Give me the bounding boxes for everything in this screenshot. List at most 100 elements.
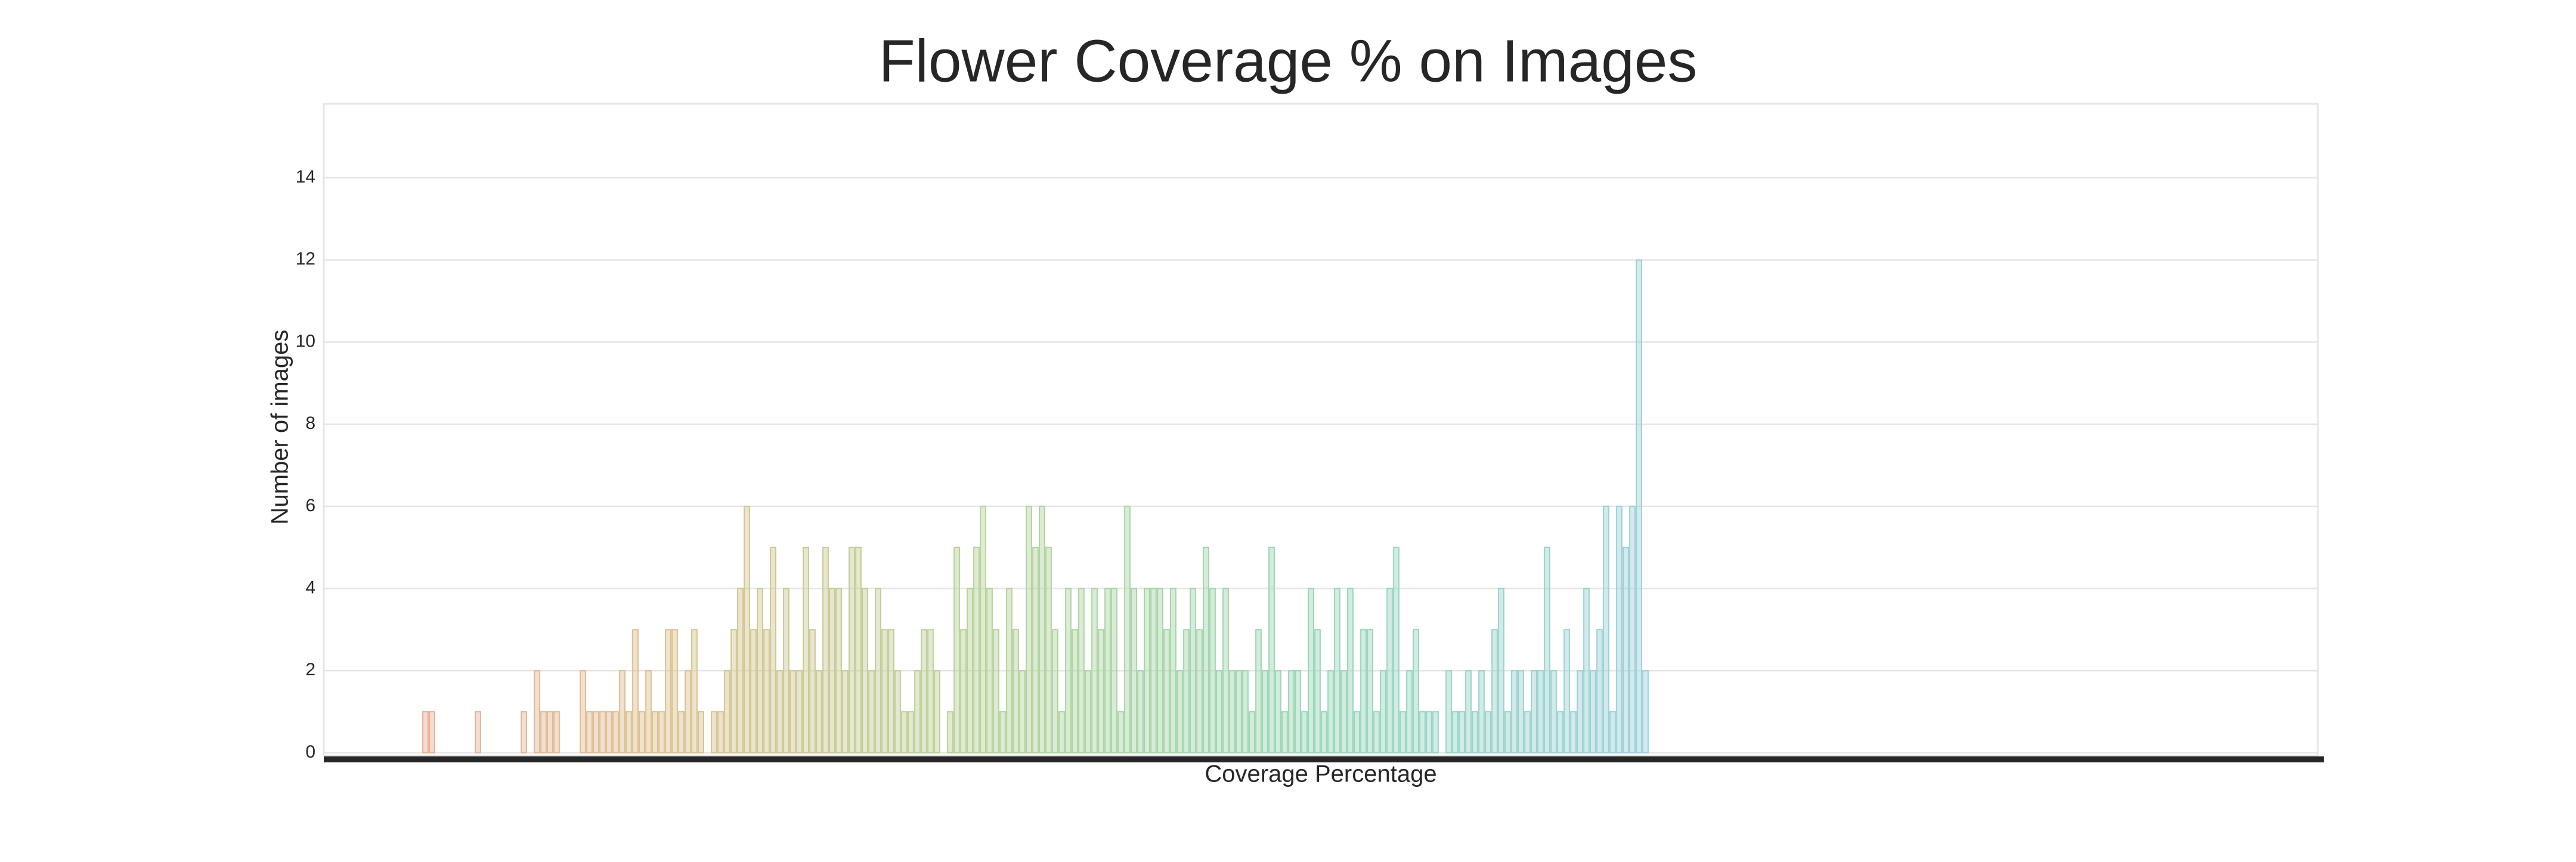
bar xyxy=(1281,711,1288,754)
bar xyxy=(717,711,724,754)
bar xyxy=(1150,588,1157,753)
bar xyxy=(1563,629,1570,753)
bar xyxy=(1524,711,1531,754)
bar xyxy=(1504,711,1511,754)
y-tick-label: 12 xyxy=(296,249,315,269)
bar xyxy=(894,670,901,753)
bar xyxy=(1413,629,1419,753)
y-tick-label: 2 xyxy=(305,660,315,679)
bar xyxy=(586,711,593,754)
bar xyxy=(553,711,560,754)
bar xyxy=(1190,588,1196,753)
bar xyxy=(750,629,757,753)
bar xyxy=(881,629,888,753)
bar xyxy=(612,711,619,754)
bar xyxy=(1006,588,1013,753)
bar xyxy=(1354,711,1360,754)
bar xyxy=(645,670,652,753)
bar xyxy=(422,711,429,754)
y-tick-label: 10 xyxy=(296,331,315,351)
bar xyxy=(1518,670,1524,753)
y-tick-label: 8 xyxy=(305,413,315,433)
bar xyxy=(1360,629,1367,753)
bar xyxy=(1419,711,1426,754)
bar xyxy=(606,711,612,754)
x-tick-labels-overlap xyxy=(324,756,2324,762)
bar xyxy=(1183,629,1190,753)
bar xyxy=(1465,670,1472,753)
y-axis-label: Number of images xyxy=(267,330,293,525)
bar xyxy=(980,505,986,753)
bar xyxy=(842,670,849,753)
bar xyxy=(934,670,940,753)
y-tick-label: 0 xyxy=(305,742,315,762)
bar xyxy=(960,629,967,753)
bar xyxy=(1386,588,1393,753)
bar xyxy=(875,588,881,753)
bar xyxy=(993,629,999,753)
bar xyxy=(521,711,527,754)
bar xyxy=(849,546,855,754)
bar xyxy=(757,588,763,753)
bar xyxy=(953,546,960,754)
bar xyxy=(1459,711,1465,754)
bar xyxy=(809,629,816,753)
bar xyxy=(796,670,803,753)
bar xyxy=(534,670,540,753)
bar xyxy=(927,629,934,753)
bar xyxy=(1629,505,1636,753)
bar xyxy=(816,670,822,753)
bar xyxy=(1209,588,1216,753)
bar xyxy=(901,711,908,754)
bar xyxy=(1445,670,1452,753)
bar xyxy=(803,546,809,754)
bar xyxy=(1327,670,1334,753)
x-axis-label: Coverage Percentage xyxy=(1205,761,1436,787)
bar xyxy=(1117,711,1124,754)
bar xyxy=(619,670,626,753)
bar xyxy=(1124,505,1131,753)
bar xyxy=(1334,588,1340,753)
bar xyxy=(947,711,953,754)
bar xyxy=(763,629,770,753)
y-tick-label: 4 xyxy=(305,577,315,597)
bar xyxy=(1340,670,1347,753)
bar xyxy=(1176,670,1183,753)
bar xyxy=(1229,670,1236,753)
bar xyxy=(1131,588,1137,753)
bar xyxy=(776,670,783,753)
bar xyxy=(868,670,875,753)
bar xyxy=(1295,670,1301,753)
bar xyxy=(1111,588,1117,753)
y-tick-label: 6 xyxy=(305,496,315,515)
bar xyxy=(1537,670,1544,753)
bar xyxy=(593,711,599,754)
bar xyxy=(1144,588,1150,753)
bar xyxy=(1583,588,1590,753)
bar xyxy=(540,711,547,754)
bar xyxy=(835,588,842,753)
bar xyxy=(855,546,862,754)
bar xyxy=(665,629,671,753)
bar xyxy=(1249,711,1255,754)
bar xyxy=(1019,670,1026,753)
bar xyxy=(1590,670,1596,753)
bar xyxy=(1065,588,1072,753)
bar xyxy=(862,588,868,753)
bar xyxy=(1275,670,1281,753)
bar xyxy=(1170,588,1176,753)
bar xyxy=(1072,629,1078,753)
bar xyxy=(1216,670,1222,753)
bar xyxy=(1314,629,1321,753)
bar xyxy=(1609,711,1616,754)
bar xyxy=(1104,588,1111,753)
y-tick-label: 14 xyxy=(296,167,315,187)
bar xyxy=(737,588,744,753)
bar xyxy=(1478,670,1485,753)
bar xyxy=(580,670,586,753)
bar xyxy=(789,670,796,753)
bar xyxy=(429,711,435,754)
bar xyxy=(986,588,993,753)
bar xyxy=(1577,670,1583,753)
bar xyxy=(632,629,639,753)
